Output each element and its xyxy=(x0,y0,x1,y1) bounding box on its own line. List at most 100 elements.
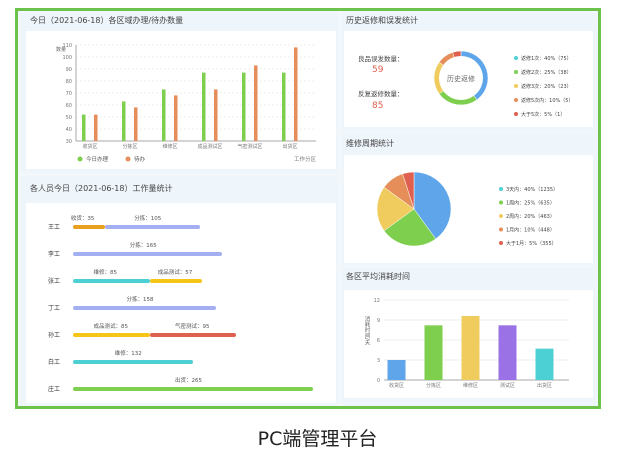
worker-name: 孙工 xyxy=(48,332,61,339)
y-tick-label: 0 xyxy=(377,378,380,384)
worker-name: 白工 xyxy=(48,359,61,366)
x-tick-label: 出货区 xyxy=(537,382,552,389)
x-tick-label: 测试区 xyxy=(500,382,515,389)
workload-label: 分拣：158 xyxy=(126,297,154,303)
rework-value: 85 xyxy=(372,101,384,111)
rework-donut-chart: 返修1次：40%（75） 返修2次：25%（38） 返修3次：20%（23） 返修5次… xyxy=(433,50,573,118)
bar-pending xyxy=(134,107,138,141)
bar xyxy=(387,360,406,380)
pie-slice xyxy=(413,171,452,240)
donut-center-label: 历史返修 xyxy=(447,74,475,83)
x-tick-label: 维修区 xyxy=(463,382,478,389)
donut-hole xyxy=(439,56,483,100)
workload-section: 各人员今日（2021-06-18）工作量统计 王工 收货：35 分拣：105 李工 分拣… xyxy=(20,177,338,405)
bar-pending xyxy=(174,95,178,141)
bar-pending xyxy=(94,114,98,141)
section-title: 各区平均消耗时间 xyxy=(346,272,410,281)
legend-label: 待办 xyxy=(134,155,146,163)
y-tick-label: 60 xyxy=(66,103,72,109)
region-todo-card: 30 40 50 60 70 80 90 100 110 数量 收货区 分拣区 维修区 成品测试区 气密测试… xyxy=(26,31,336,169)
legend-dot xyxy=(499,187,503,191)
legend-label: 返修1次：40%（75） xyxy=(521,55,572,62)
y-tick-label: 6 xyxy=(377,338,380,344)
y-tick-label: 40 xyxy=(66,127,72,133)
bar-done xyxy=(82,114,86,141)
legend-dot xyxy=(514,70,518,74)
y-tick-label: 3 xyxy=(377,358,380,364)
legend-dot xyxy=(77,156,83,162)
bar-done xyxy=(202,72,206,141)
workload-bar xyxy=(73,333,150,337)
workload-card: 王工 收货：35 分拣：105 李工 分拣：165 张工 维修：85 成品测试：57 丁工 分拣：… xyxy=(26,203,336,403)
bar-done xyxy=(282,72,286,141)
bar-pending xyxy=(214,89,218,141)
y-tick-label: 80 xyxy=(66,79,72,85)
workload-bar xyxy=(149,333,236,337)
legend-label: 大于1月：5%（355） xyxy=(506,240,557,247)
legend-dot xyxy=(514,84,518,88)
rework-section: 历史返修和误发统计 良品误发数量： 59 反复返修数量： 85 返修1次：40%… xyxy=(342,13,597,131)
y-axis-label: 数量 xyxy=(56,46,66,53)
pie-slice xyxy=(376,186,415,232)
x-tick-label: 分拣区 xyxy=(122,143,137,150)
legend-label: 返修2次：25%（38） xyxy=(521,69,572,76)
bar-pending xyxy=(294,47,298,141)
cycle-pie-chart: 3天内：40%（1235） 1周内：25%（635） 2周内：20%（463） 1月内… xyxy=(376,171,558,247)
workload-label: 成品测试：85 xyxy=(93,324,128,330)
workload-label: 分拣：165 xyxy=(129,243,157,249)
x-tick-label: 分拣区 xyxy=(426,382,441,389)
rework-label: 反复返修数量： xyxy=(358,90,404,98)
rework-card: 良品误发数量： 59 反复返修数量： 85 返修1次：40%（75） 返修2次：2… xyxy=(344,31,593,127)
pie-slice xyxy=(383,208,437,247)
legend-dot xyxy=(499,227,503,232)
x-tick-label: 出货区 xyxy=(282,143,297,150)
x-tick-label: 收货区 xyxy=(389,382,404,389)
workload-bar xyxy=(149,279,202,283)
worker-name: 张工 xyxy=(48,278,61,285)
workload-bar xyxy=(73,360,193,364)
misship-label: 良品误发数量： xyxy=(358,55,404,63)
y-tick-label: 30 xyxy=(66,139,72,145)
worker-name: 李工 xyxy=(48,251,61,258)
workload-label: 收货：35 xyxy=(70,216,95,222)
x-tick-label: 成品测试区 xyxy=(197,143,222,150)
workload-label: 气密测试：95 xyxy=(175,324,210,330)
bar-done xyxy=(122,101,126,141)
y-tick-label: 50 xyxy=(66,115,72,121)
workload-label: 出货：265 xyxy=(175,378,202,384)
x-axis-label: 工作分区 xyxy=(294,155,317,163)
workload-bar xyxy=(73,252,223,256)
legend-dot xyxy=(514,98,518,102)
avgtime-card: 消耗时间/天 0 3 6 9 12 收货区 分拣区 维修区 测试区 出货区 xyxy=(344,290,593,398)
legend-dot xyxy=(125,156,131,162)
region-todo-section: 今日（2021-06-18）各区域办理/待办数量 30 40 50 60 70 80 90 1… xyxy=(20,13,338,173)
y-tick-label: 12 xyxy=(374,298,380,304)
legend-dot xyxy=(514,112,518,116)
worker-name: 丁工 xyxy=(48,305,61,312)
dashboard-frame: 今日（2021-06-18）各区域办理/待办数量 30 40 50 60 70 80 90 1… xyxy=(15,8,601,409)
avgtime-section: 各区平均消耗时间 消耗时间/天 0 3 6 9 12 收货区 分拣区 维修区 测试区 出货区 xyxy=(342,268,597,406)
legend-dot xyxy=(514,56,518,60)
section-title: 维修周期统计 xyxy=(346,139,394,148)
legend-label: 返修3次：20%（23） xyxy=(521,83,572,90)
workload-label: 维修：85 xyxy=(93,270,117,276)
legend-label: 返修5次内：10%（5） xyxy=(521,97,573,104)
misship-value: 59 xyxy=(372,65,384,75)
bar xyxy=(498,325,517,380)
section-title: 历史返修和误发统计 xyxy=(346,16,418,25)
section-title: 各人员今日（2021-06-18）工作量统计 xyxy=(30,184,173,193)
workload-bar xyxy=(104,225,200,229)
bar-done xyxy=(242,72,246,141)
y-tick-label: 9 xyxy=(377,318,380,324)
cycle-card: 3天内：40%（1235） 1周内：25%（635） 2周内：20%（463） 1月内… xyxy=(344,155,593,263)
avgtime-bar-chart: 0 3 6 9 12 收货区 分拣区 维修区 测试区 出货区 xyxy=(374,298,569,389)
workload-label: 分拣：105 xyxy=(134,216,162,222)
x-tick-label: 维修区 xyxy=(162,143,177,150)
workload-bar xyxy=(73,225,105,229)
pie-slice xyxy=(402,171,415,210)
legend-label: 今日办理 xyxy=(86,155,109,163)
legend-dot xyxy=(499,200,503,205)
legend-label: 3天内：40%（1235） xyxy=(506,186,558,193)
legend-dot xyxy=(499,214,503,218)
